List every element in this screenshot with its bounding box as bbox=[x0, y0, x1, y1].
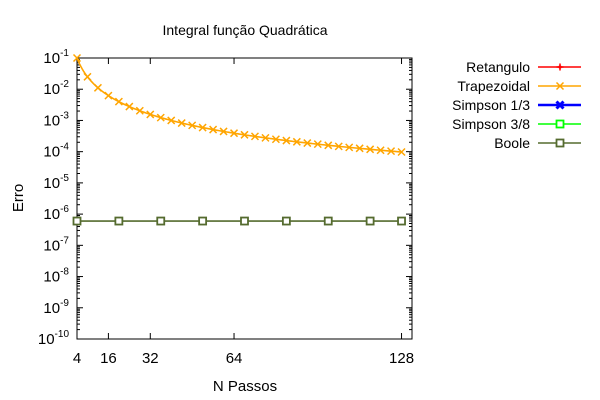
legend-marker bbox=[555, 100, 565, 110]
series-trapezoidal bbox=[72, 53, 406, 157]
data-point bbox=[114, 97, 123, 106]
data-point bbox=[271, 135, 280, 144]
data-point bbox=[167, 116, 176, 125]
y-tick-label: 10-9 bbox=[43, 298, 69, 317]
data-point bbox=[281, 216, 291, 226]
x-tick-label: 32 bbox=[142, 350, 159, 367]
data-point bbox=[355, 144, 364, 153]
legend-label: Simpson 1/3 bbox=[452, 97, 530, 113]
legend-item: Simpson 3/8 bbox=[452, 116, 581, 132]
data-point bbox=[146, 110, 155, 119]
x-ticks: 4 16 32 64 128 bbox=[73, 58, 414, 367]
data-point bbox=[345, 143, 354, 152]
legend-marker bbox=[555, 119, 565, 129]
legend-item: Simpson 1/3 bbox=[452, 97, 581, 113]
data-point bbox=[156, 216, 166, 226]
y-tick-label: 10-10 bbox=[38, 329, 70, 348]
y-tick-label: 10-6 bbox=[43, 204, 69, 223]
data-point bbox=[156, 113, 165, 122]
legend-marker-dot bbox=[558, 65, 562, 69]
data-point bbox=[240, 130, 249, 139]
data-point bbox=[72, 53, 82, 63]
legend-label: Boole bbox=[494, 135, 530, 151]
data-point bbox=[397, 216, 406, 226]
y-tick-label: 10-3 bbox=[43, 110, 69, 129]
data-point bbox=[198, 123, 207, 132]
y-axis-label: Erro bbox=[10, 184, 27, 212]
data-point bbox=[313, 140, 322, 149]
legend: Retangulo Trapezoidal Simpson 1/3 Simpson 3… bbox=[452, 59, 581, 151]
legend-label: Simpson 3/8 bbox=[452, 116, 530, 132]
data-point bbox=[387, 147, 396, 156]
data-point bbox=[188, 121, 197, 130]
data-point bbox=[104, 91, 113, 100]
data-point bbox=[323, 216, 333, 226]
data-point bbox=[365, 216, 375, 226]
plot-frame bbox=[76, 57, 413, 340]
series-boole bbox=[72, 216, 406, 226]
data-point bbox=[282, 136, 291, 145]
series-layer bbox=[72, 53, 406, 226]
chart-title: Integral função Quadrática bbox=[163, 22, 328, 38]
data-point bbox=[250, 132, 259, 141]
data-point bbox=[292, 137, 301, 146]
data-point bbox=[198, 216, 208, 226]
y-tick-label: 10-2 bbox=[43, 79, 69, 98]
legend-marker bbox=[555, 138, 565, 148]
data-point bbox=[125, 102, 134, 111]
y-tick-label: 10-8 bbox=[43, 267, 69, 286]
y-tick-label: 10-4 bbox=[43, 142, 69, 161]
data-point bbox=[334, 142, 343, 151]
data-point bbox=[261, 133, 270, 142]
data-point bbox=[72, 216, 82, 226]
x-axis-label: N Passos bbox=[213, 378, 277, 395]
legend-item: Boole bbox=[494, 135, 581, 151]
data-point bbox=[303, 139, 312, 148]
data-point bbox=[209, 125, 218, 134]
data-point bbox=[135, 106, 144, 115]
data-point bbox=[240, 216, 249, 226]
legend-label: Retangulo bbox=[466, 59, 530, 75]
legend-marker bbox=[555, 81, 565, 91]
data-point bbox=[219, 127, 228, 136]
legend-item: Retangulo bbox=[466, 59, 581, 75]
series-line bbox=[76, 57, 402, 153]
data-point bbox=[93, 83, 102, 92]
data-point bbox=[83, 72, 92, 81]
data-point bbox=[366, 145, 375, 154]
data-point bbox=[397, 147, 406, 157]
data-point bbox=[114, 216, 124, 226]
x-tick-label: 128 bbox=[389, 350, 414, 367]
y-tick-label: 10-1 bbox=[43, 48, 69, 67]
x-tick-label: 4 bbox=[73, 350, 81, 367]
data-point bbox=[324, 141, 333, 150]
legend-label: Trapezoidal bbox=[457, 78, 530, 94]
legend-item: Trapezoidal bbox=[457, 78, 581, 94]
y-ticks: 10-1 10-2 10-3 10-4 10-5 10-6 10-7 10-8 10-9 10-1… bbox=[38, 48, 412, 348]
x-tick-label: 64 bbox=[226, 350, 243, 367]
x-tick-label: 16 bbox=[100, 350, 117, 367]
data-point bbox=[177, 119, 186, 128]
y-tick-label: 10-5 bbox=[43, 173, 69, 192]
data-point bbox=[376, 146, 385, 155]
data-point bbox=[230, 129, 239, 138]
y-tick-label: 10-7 bbox=[43, 235, 69, 254]
